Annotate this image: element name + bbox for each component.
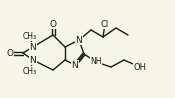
Text: CH₃: CH₃ bbox=[23, 31, 37, 40]
Text: N: N bbox=[30, 43, 36, 52]
Text: NH: NH bbox=[90, 58, 102, 67]
Text: CH₃: CH₃ bbox=[23, 67, 37, 75]
Text: N: N bbox=[30, 55, 36, 64]
Text: N: N bbox=[76, 35, 82, 44]
Text: N: N bbox=[72, 60, 78, 69]
Text: OH: OH bbox=[134, 63, 146, 72]
Text: O: O bbox=[50, 20, 57, 29]
Text: O: O bbox=[6, 49, 13, 58]
Text: Cl: Cl bbox=[101, 20, 109, 29]
